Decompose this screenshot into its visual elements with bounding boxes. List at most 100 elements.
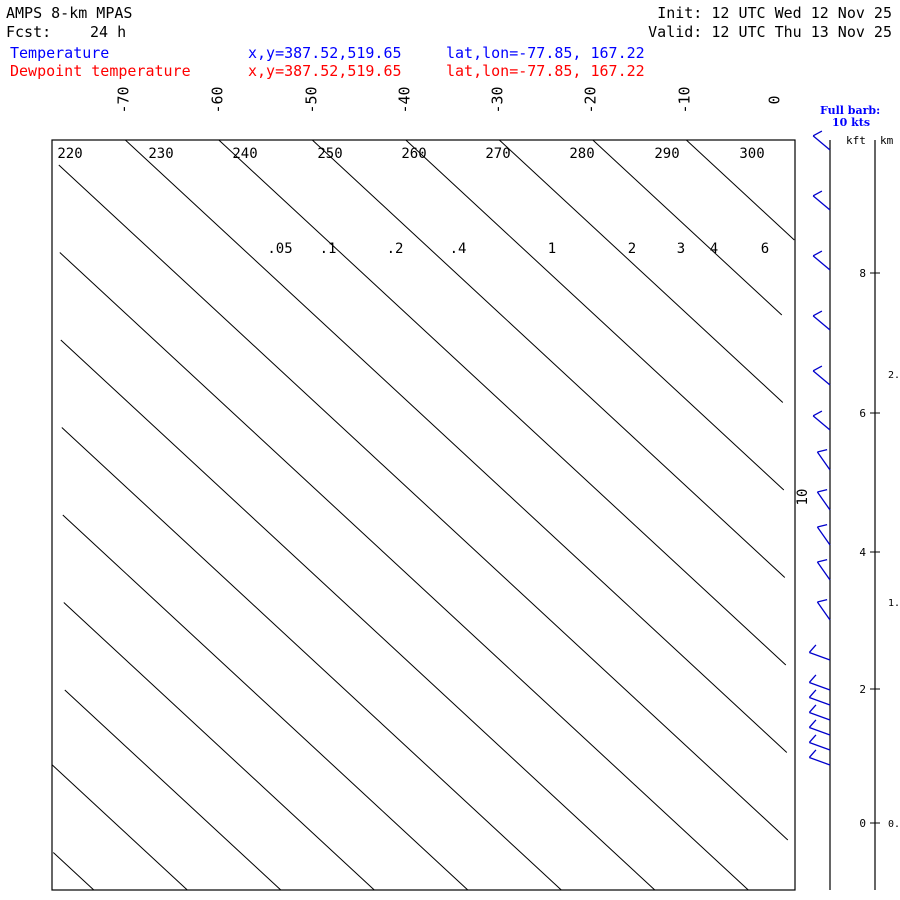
isotherm-line	[63, 602, 375, 891]
barb-flag	[812, 310, 823, 317]
km-tick-label: 1.	[888, 598, 900, 609]
wind-barb	[816, 558, 831, 581]
temperature-tick-label: -20	[582, 86, 600, 113]
isotherm-line	[311, 139, 786, 578]
model-title: AMPS 8-km MPAS	[6, 4, 133, 22]
fcst-label: Fcst:	[6, 23, 52, 41]
wind-barb	[816, 448, 831, 471]
kft-tick-label: 8	[859, 267, 866, 280]
wind-barb	[808, 734, 831, 751]
barb-flag	[808, 734, 817, 743]
isotherm-line	[405, 139, 785, 491]
temperature-tick-label: -70	[115, 86, 133, 113]
barb-shaft	[809, 726, 831, 736]
mixing-ratio-label: .2	[387, 241, 404, 257]
theta-label: 220	[57, 146, 82, 162]
valid-time: Valid: 12 UTC Thu 13 Nov 25	[648, 23, 892, 41]
kft-tick-label: 0	[859, 817, 866, 830]
barb-shaft	[812, 415, 831, 431]
barb-flag	[817, 448, 828, 453]
isotherm-line	[60, 339, 656, 891]
kft-tick-label: 2	[859, 683, 866, 696]
barb-flag	[808, 719, 817, 728]
barb-flag	[808, 749, 817, 758]
isotherm-line	[218, 139, 787, 666]
kft-tick-label: 6	[859, 407, 866, 420]
barb-shaft	[812, 135, 831, 151]
barb-flag	[817, 523, 828, 528]
barb-flag	[812, 190, 823, 197]
theta-label: 280	[569, 146, 594, 162]
wind-barb	[812, 365, 831, 386]
wind-barb	[808, 644, 831, 661]
km-tick-label: 0.	[888, 819, 900, 830]
isotherm-line	[61, 427, 562, 891]
wind-barb	[808, 689, 831, 706]
barb-shaft	[816, 601, 831, 621]
wind-barb	[812, 310, 831, 331]
temperature-tick-label: -10	[676, 86, 694, 113]
barb-shaft	[816, 491, 831, 511]
temperature-tick-label: -40	[396, 86, 414, 113]
isotherm-line	[52, 852, 95, 891]
isotherm-line	[124, 139, 788, 753]
tick-labels: 7008009001000-70-60-50-40-30-20-10022023…	[57, 86, 900, 830]
wind-barb	[812, 130, 831, 151]
km-axis-label: km	[880, 134, 894, 147]
barb-flag	[817, 598, 828, 603]
isotherm-line	[51, 764, 188, 891]
barb-shaft	[812, 255, 831, 271]
isotherm-line	[64, 689, 282, 891]
wind-barb	[812, 410, 831, 431]
temperature-tick-label: 0	[766, 95, 784, 104]
barb-flag	[812, 365, 823, 372]
wind-panel	[808, 130, 880, 890]
legend-dewpoint-xy: x,y=387.52,519.65	[248, 62, 402, 80]
barb-shaft	[809, 756, 831, 766]
side-label: 10	[795, 489, 811, 506]
barb-shaft	[816, 561, 831, 581]
barb-shaft	[812, 195, 831, 211]
barb-flag	[812, 410, 823, 417]
barb-shaft	[812, 370, 831, 386]
barb-flag	[817, 488, 828, 493]
wind-barb	[816, 598, 831, 621]
barb-flag	[812, 130, 823, 137]
theta-label: 270	[485, 146, 510, 162]
temperature-tick-label: -60	[209, 86, 227, 113]
kft-tick-label: 4	[859, 546, 866, 559]
theta-label: 300	[739, 146, 764, 162]
barb-shaft	[809, 711, 831, 721]
fcst-value: 24 h	[90, 23, 127, 41]
mixing-ratio-label: 3	[677, 241, 685, 257]
legend-temperature-latlon: lat,lon=-77.85, 167.22	[446, 44, 645, 62]
wind-barb	[816, 523, 831, 546]
wind-panel-scale: 10 kts	[832, 116, 871, 129]
isotherm-line	[498, 139, 784, 403]
wind-barb	[808, 674, 831, 691]
theta-label: 240	[232, 146, 257, 162]
barb-shaft	[809, 651, 831, 661]
theta-label: 250	[317, 146, 342, 162]
legend-dewpoint-label: Dewpoint temperature	[10, 62, 191, 80]
legend-dewpoint-latlon: lat,lon=-77.85, 167.22	[446, 62, 645, 80]
plot-frame	[51, 139, 796, 891]
isotherm-line	[59, 252, 749, 891]
isotherm-line	[62, 514, 469, 891]
barb-shaft	[816, 526, 831, 546]
barb-flag	[817, 558, 828, 563]
wind-barb	[812, 250, 831, 271]
wind-barb	[808, 749, 831, 766]
barb-shaft	[809, 741, 831, 751]
theta-label: 260	[401, 146, 426, 162]
temperature-tick-label: -50	[303, 86, 321, 113]
wind-barb	[808, 704, 831, 721]
wind-barb	[808, 719, 831, 736]
kft-axis-label: kft	[846, 134, 866, 147]
wind-barb	[816, 488, 831, 511]
km-tick-label: 2.	[888, 370, 900, 381]
barb-flag	[808, 644, 817, 653]
theta-label: 290	[654, 146, 679, 162]
mixing-ratio-label: .05	[267, 241, 292, 257]
